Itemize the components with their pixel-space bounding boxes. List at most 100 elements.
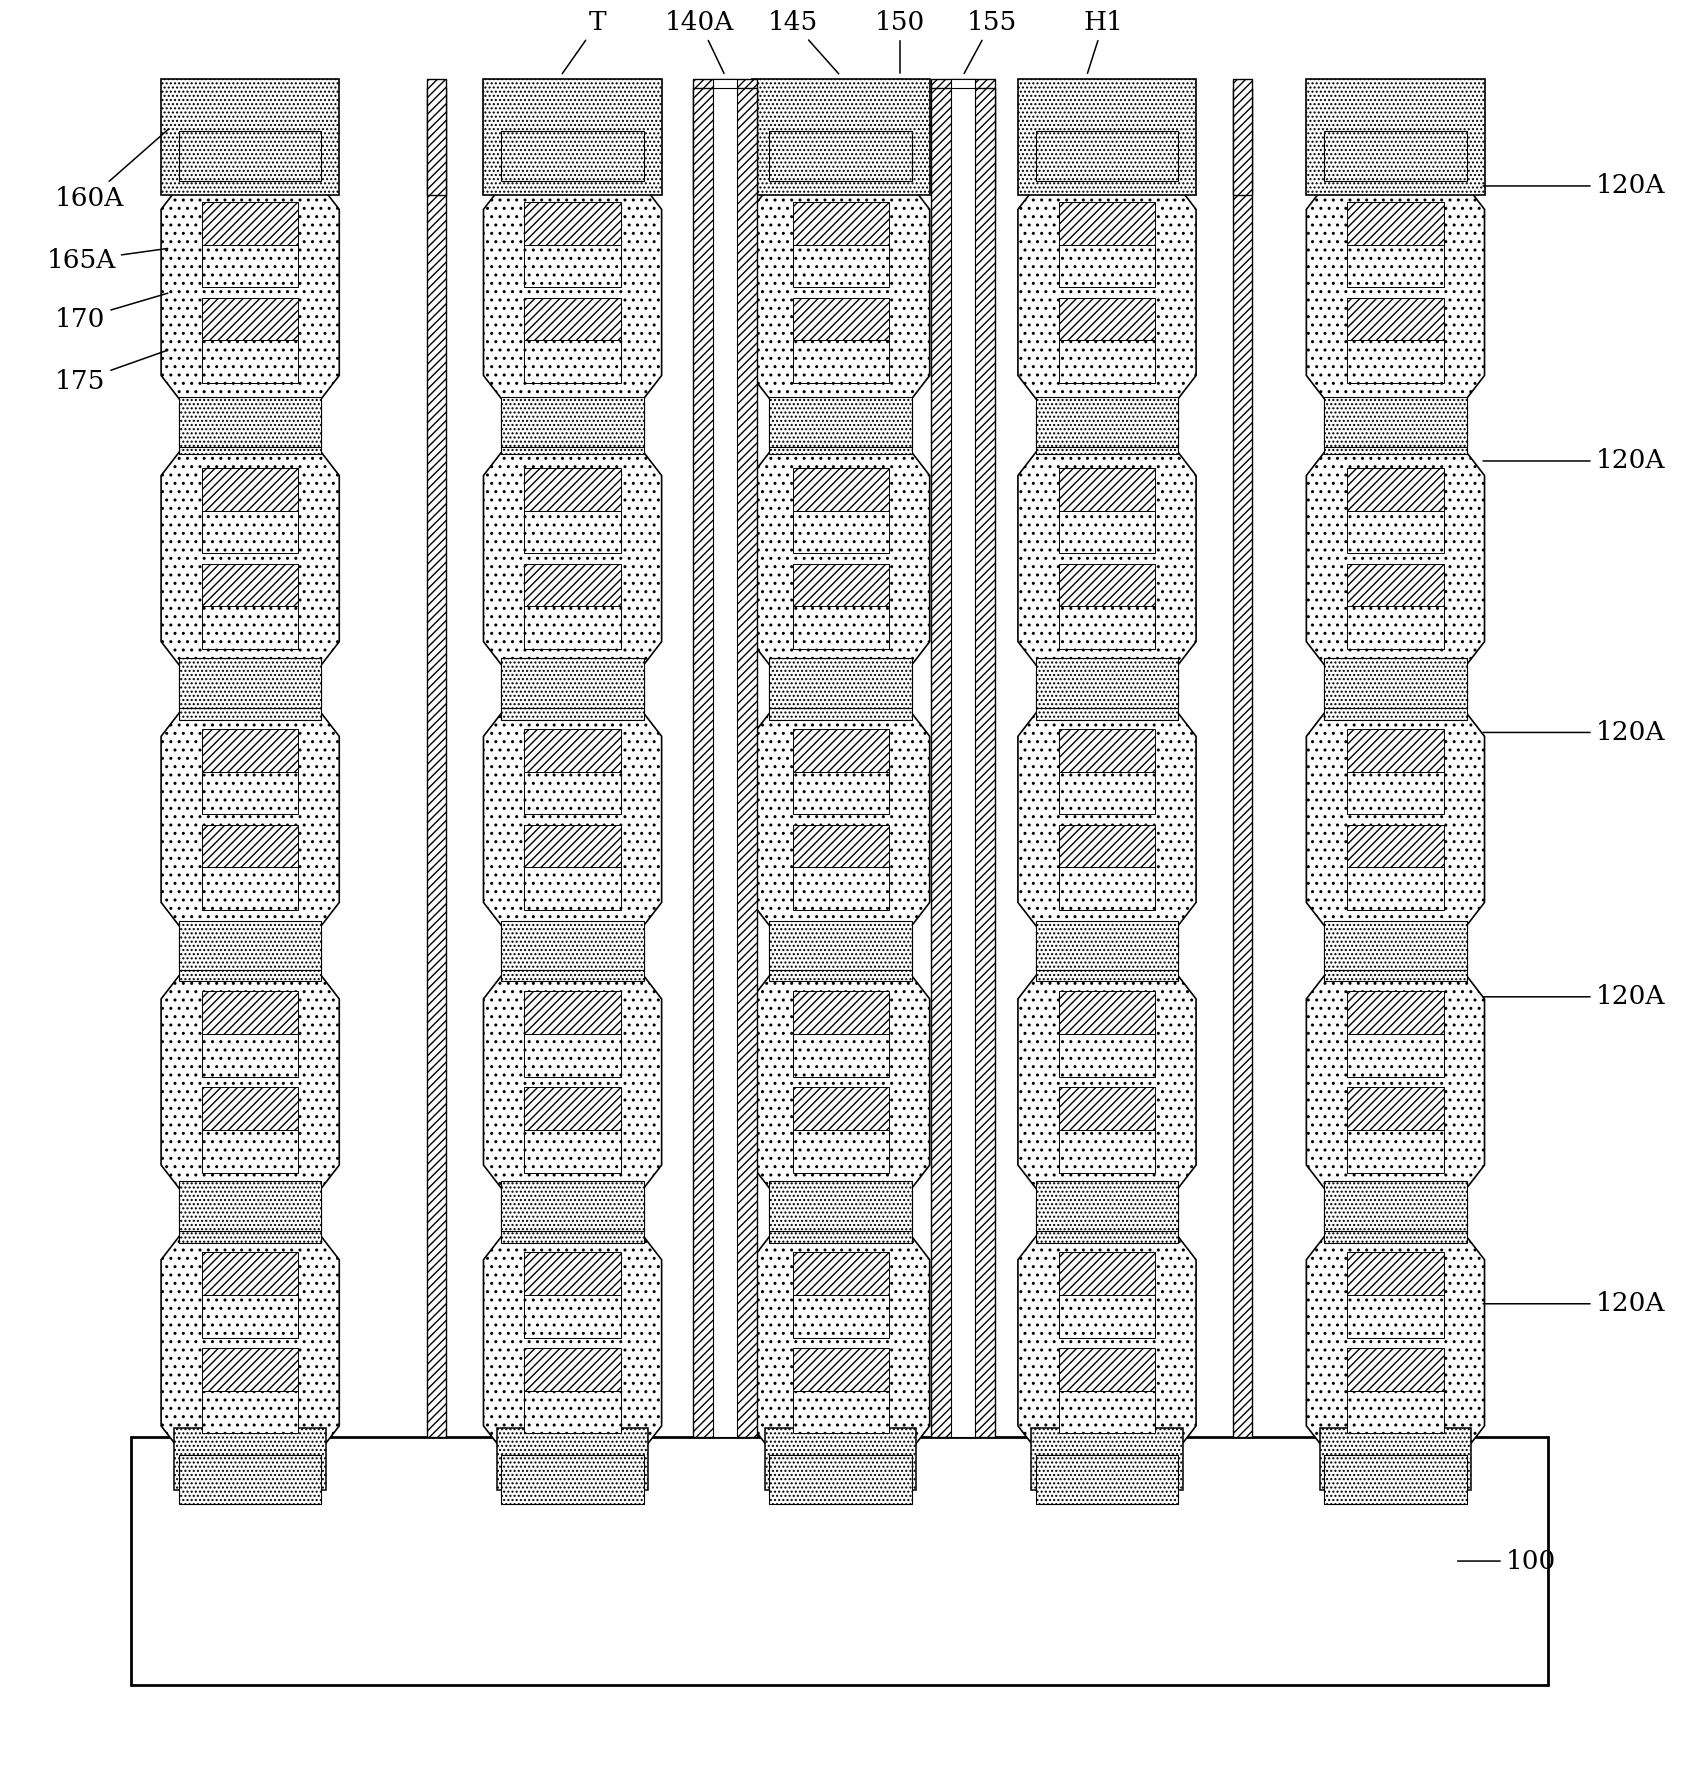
Bar [1347,1296,1444,1338]
Bar [1059,1086,1154,1129]
Bar [525,511,621,554]
Bar [203,340,298,382]
Bar [1347,992,1444,1035]
Bar [203,1035,298,1078]
Bar [203,729,298,772]
Bar [1059,992,1154,1035]
Text: 120A: 120A [1483,449,1666,474]
Polygon shape [160,967,339,1197]
Bar [203,1086,298,1129]
Bar [525,824,621,867]
Bar [713,79,737,195]
Bar [1059,1390,1154,1433]
Bar [1325,1194,1466,1244]
Bar [203,1129,298,1172]
Polygon shape [1018,704,1197,935]
Bar [525,202,621,245]
Bar [1320,1428,1471,1490]
Bar [793,824,888,867]
Bar [1347,729,1444,772]
Bar [428,88,447,1437]
Bar [160,79,339,195]
Bar [496,1428,648,1490]
Bar [501,1181,644,1231]
Bar [692,88,757,1437]
Bar [793,992,888,1035]
Polygon shape [752,967,929,1197]
Bar [501,658,644,708]
Bar [501,931,644,981]
Bar [501,130,644,180]
Bar [1059,245,1154,288]
Bar [1059,340,1154,382]
Bar [179,397,322,447]
Bar [769,658,912,708]
Bar [1325,397,1466,447]
Bar [1347,606,1444,649]
Bar [793,1035,888,1078]
Bar [1233,88,1251,1437]
Bar [525,1296,621,1338]
Bar [179,130,322,180]
Bar [525,992,621,1035]
Bar [1059,1035,1154,1078]
Bar [525,606,621,649]
Bar [203,772,298,815]
Bar [203,298,298,340]
Text: 150: 150 [875,11,926,73]
Bar [1325,1181,1466,1231]
Bar [1306,79,1485,195]
Bar [525,1086,621,1129]
Bar [131,1437,1548,1685]
Bar [793,298,888,340]
Bar [1347,563,1444,606]
Bar [1347,245,1444,288]
Bar [203,511,298,554]
Bar [525,772,621,815]
Polygon shape [1306,1228,1485,1458]
Bar [793,1129,888,1172]
Bar [1059,1347,1154,1390]
Bar [203,992,298,1035]
Bar [1059,772,1154,815]
Bar [1035,1194,1178,1244]
Polygon shape [160,177,339,407]
Bar [484,79,662,195]
Bar [931,88,996,1437]
Polygon shape [160,704,339,935]
Bar [769,1181,912,1231]
Bar [1035,404,1178,454]
Bar [766,1428,916,1490]
Bar [525,245,621,288]
Text: 160A: 160A [55,129,169,211]
Bar [793,202,888,245]
Bar [203,1347,298,1390]
Bar [1325,130,1466,180]
Bar [692,79,757,195]
Text: H1: H1 [1084,11,1124,73]
Polygon shape [752,704,929,935]
Bar [1347,468,1444,511]
Bar [793,1296,888,1338]
Bar [203,867,298,910]
Polygon shape [1018,177,1197,407]
Bar [1325,920,1466,970]
Bar [179,1181,322,1231]
Bar [1059,1129,1154,1172]
Bar [1347,1129,1444,1172]
Bar [769,920,912,970]
Bar [769,670,912,720]
Bar [1059,511,1154,554]
Bar [1032,1428,1183,1490]
Bar [1035,130,1178,180]
Bar [1347,1086,1444,1129]
Bar [1059,1253,1154,1296]
Bar [1325,670,1466,720]
Bar [793,1390,888,1433]
Bar [174,1428,326,1490]
Text: 120A: 120A [1483,720,1666,745]
Polygon shape [160,443,339,674]
Bar [501,1455,644,1505]
Polygon shape [484,177,662,407]
Bar [793,867,888,910]
